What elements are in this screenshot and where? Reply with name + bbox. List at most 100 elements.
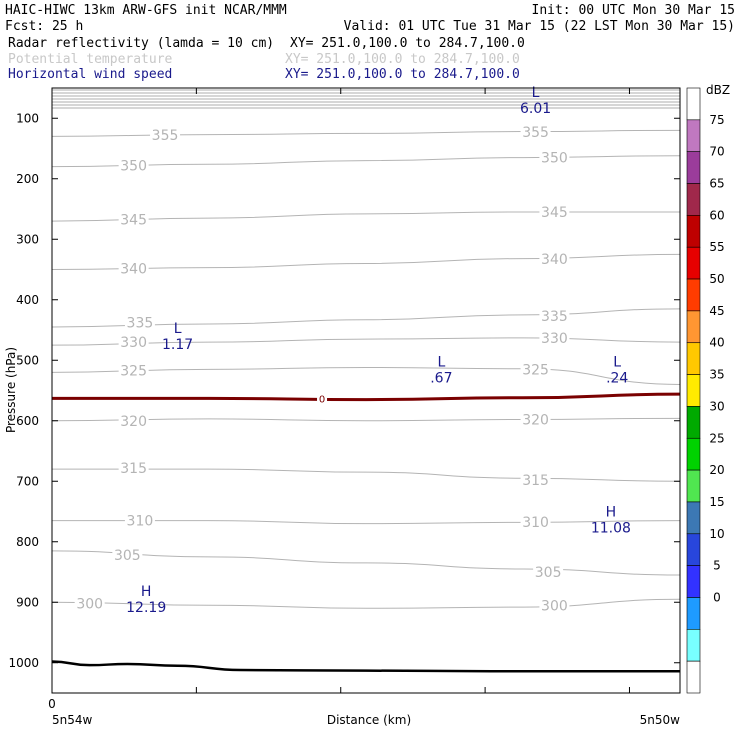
- colorbar-label: 10: [709, 527, 724, 541]
- theta-label: 330: [120, 335, 147, 351]
- colorbar-label: 40: [709, 336, 724, 350]
- colorbar-segment: [686, 151, 701, 184]
- colorbar-label: 50: [709, 272, 724, 286]
- colorbar-segment: [686, 533, 701, 566]
- theta-label: 315: [120, 461, 147, 477]
- theta-label: 340: [120, 261, 147, 277]
- theta-label: 305: [114, 548, 141, 564]
- colorbar-segment: [686, 278, 701, 312]
- colorbar-label: 70: [709, 145, 724, 159]
- top-hatch-band: [52, 89, 680, 109]
- colorbar-segment: [686, 87, 701, 121]
- field-xy-reflectivity: XY= 251.0,100.0 to 284.7,100.0: [290, 36, 525, 51]
- colorbar-segment: [686, 310, 701, 344]
- y-tick-label: 1000: [8, 656, 39, 670]
- colorbar-label: 75: [709, 113, 724, 127]
- theta-label: 325: [522, 362, 549, 378]
- field-name-reflectivity: Radar reflectivity (lamda = 10 cm): [8, 36, 274, 51]
- theta-label: 355: [522, 125, 549, 141]
- theta-label: 330: [541, 331, 568, 347]
- theta-label-bg: [118, 211, 149, 227]
- reflectivity-contour-0: [51, 392, 681, 402]
- theta-contour-330: [51, 337, 681, 346]
- y-tick-label: 800: [16, 535, 39, 549]
- theta-label-bg: [150, 127, 181, 143]
- colorbar-segment: [686, 469, 701, 503]
- theta-label-bg: [520, 361, 551, 377]
- colorbar-label: 35: [709, 368, 724, 382]
- colorbar-segment: [686, 597, 701, 630]
- header-init: Init: 00 UTC Mon 30 Mar 15: [532, 3, 736, 18]
- field-xy-wind: XY= 251.0,100.0 to 284.7,100.0: [285, 67, 520, 82]
- y-tick-label: 600: [16, 414, 39, 428]
- theta-label: 340: [541, 252, 568, 268]
- theta-label-bg: [539, 308, 570, 324]
- colorbar-label: 25: [709, 431, 724, 445]
- wind-extremum-value: 12.19: [126, 600, 166, 616]
- wind-extremum-value: .67: [430, 370, 452, 386]
- theta-contour-340: [51, 253, 681, 270]
- theta-label: 335: [127, 316, 154, 332]
- theta-contour-300: [51, 598, 681, 609]
- theta-label-bg: [118, 334, 149, 350]
- y-tick-label: 200: [16, 172, 39, 186]
- theta-label: 350: [120, 158, 147, 174]
- theta-label-bg: [533, 564, 564, 579]
- theta-label-bg: [124, 512, 155, 528]
- colorbar-label: 20: [709, 463, 724, 477]
- theta-label-bg: [112, 547, 143, 563]
- colorbar-segment: [686, 437, 701, 471]
- theta-label-bg: [520, 513, 551, 529]
- theta-contour-320: [51, 417, 681, 422]
- theta-label-bg: [539, 597, 570, 613]
- y-axis-label: Pressure (hPa): [4, 347, 18, 433]
- colorbar-segment: [686, 183, 701, 216]
- plot-area: [52, 88, 680, 693]
- theta-label: 355: [152, 128, 179, 144]
- theta-label-bg: [539, 329, 570, 345]
- terrain-surface: [51, 660, 680, 673]
- header-valid: Valid: 01 UTC Tue 31 Mar 15 (22 LST Mon …: [344, 19, 735, 34]
- field-name-theta: Potential temperature: [8, 52, 173, 67]
- theta-contours: 355 355 350 350 345 345 340 340 335 335 330 330 325 3…: [51, 124, 681, 614]
- colorbar-label: 55: [709, 240, 724, 254]
- y-tick-label: 400: [16, 293, 39, 307]
- colorbar-segment: [686, 342, 701, 375]
- colorbar-segment: [686, 406, 701, 439]
- theta-label-bg: [74, 595, 105, 611]
- reflectivity-contour: 0: [51, 392, 681, 406]
- theta-label-bg: [118, 157, 149, 173]
- reflectivity-label-bg: [317, 393, 328, 404]
- y-tick-label: 300: [16, 232, 39, 246]
- theta-label: 310: [127, 514, 154, 530]
- colorbar-segment: [686, 660, 701, 694]
- theta-label-bg: [118, 362, 149, 378]
- colorbar-title: dBZ: [706, 83, 730, 97]
- theta-label: 345: [120, 212, 147, 228]
- colorbar-label: 45: [709, 304, 724, 318]
- y-tick-label: 900: [16, 595, 39, 609]
- colorbar-segment: [686, 565, 701, 598]
- theta-contour-315: [52, 468, 681, 482]
- terrain-line: [51, 660, 680, 673]
- y-tick-label: 700: [16, 474, 39, 488]
- colorbar-label: 15: [709, 495, 724, 509]
- colorbar-label: 65: [709, 177, 724, 191]
- theta-label: 335: [541, 309, 568, 325]
- header-forecast: Fcst: 25 h: [5, 19, 83, 34]
- colorbar-segment: [686, 215, 701, 248]
- theta-label: 345: [541, 205, 568, 221]
- y-axis: 100 200 300 400 500 600 700 800 900 1000: [8, 111, 680, 670]
- theta-label: 320: [522, 413, 549, 429]
- wind-extremum-type: L: [613, 354, 621, 370]
- wind-extremum-type: L: [174, 321, 182, 337]
- theta-contour-350: [51, 155, 681, 168]
- wind-extremum-value: 11.08: [591, 520, 631, 536]
- theta-label: 315: [522, 473, 549, 489]
- theta-contour-345: [51, 211, 680, 222]
- wind-extremum-type: L: [437, 354, 445, 370]
- theta-label: 350: [541, 151, 568, 167]
- theta-label-bg: [520, 472, 551, 488]
